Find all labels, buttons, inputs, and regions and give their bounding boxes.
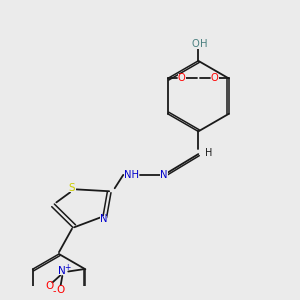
Text: N: N [100, 214, 107, 224]
FancyBboxPatch shape [100, 216, 107, 223]
Text: -: - [53, 286, 56, 296]
FancyBboxPatch shape [160, 171, 168, 178]
FancyBboxPatch shape [58, 268, 66, 275]
FancyBboxPatch shape [211, 74, 219, 83]
FancyBboxPatch shape [57, 286, 64, 294]
Text: O: O [178, 74, 186, 83]
Text: H: H [205, 148, 212, 158]
Text: H: H [200, 39, 207, 49]
FancyBboxPatch shape [190, 40, 206, 49]
Text: +: + [64, 262, 71, 272]
Text: O: O [191, 39, 199, 49]
Text: NH: NH [124, 170, 139, 180]
FancyBboxPatch shape [204, 149, 211, 156]
FancyBboxPatch shape [68, 184, 76, 192]
FancyBboxPatch shape [125, 171, 137, 179]
FancyBboxPatch shape [178, 74, 186, 83]
Text: S: S [69, 183, 75, 193]
Text: N: N [58, 266, 66, 277]
Text: O: O [45, 281, 53, 291]
FancyBboxPatch shape [46, 283, 53, 290]
Text: O: O [211, 74, 219, 83]
Text: O: O [56, 285, 64, 295]
Text: N: N [160, 170, 168, 180]
